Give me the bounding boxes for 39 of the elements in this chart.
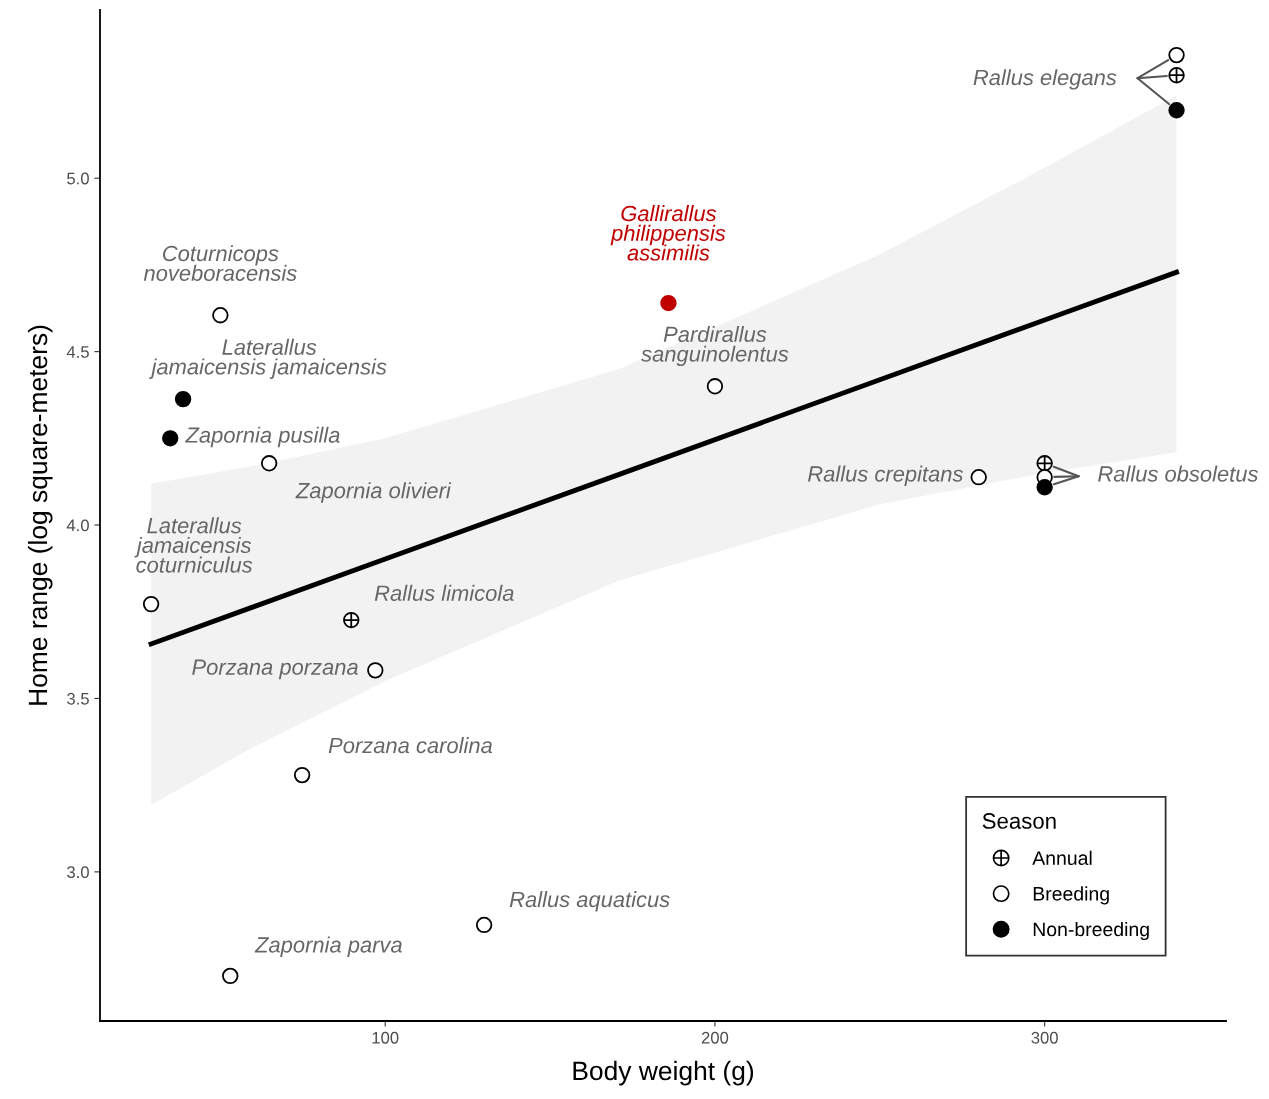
annotation: Laterallus jamaicensis coturniculus [134, 517, 253, 573]
legend-label: Annual [1032, 850, 1092, 866]
x-tick-label: 200 [701, 1031, 729, 1044]
annotation: Zapornia parva [254, 936, 402, 957]
annotation: Porzana porzana [192, 659, 358, 680]
legend-label: Non-breeding [1033, 921, 1149, 941]
y-tick-label: 3.5 [67, 692, 89, 705]
annotation: Pardirallus sanguinolentus [641, 325, 789, 367]
point [970, 468, 987, 486]
annotation: Zapornia pusilla [185, 426, 340, 448]
x-tick-label: 100 [372, 1031, 399, 1044]
y-axis-title: Home range (log square-meters) [27, 325, 53, 705]
point [1036, 479, 1053, 496]
y-tick-label: 4.5 [66, 346, 89, 358]
annotation: Porzana carolina [328, 737, 493, 754]
annotation: Rallus aquaticus [509, 891, 670, 912]
point [260, 455, 278, 472]
x-tick-label: 300 [1031, 1031, 1058, 1044]
point [174, 390, 192, 408]
point [1168, 102, 1185, 119]
annotation: Laterallus jamaicensis jamaicensis [149, 338, 387, 379]
x-axis-title: Body weight (g) [573, 1060, 754, 1086]
annotation: Gallirallus philippensis assimilis [610, 205, 726, 261]
annotation: Zapornia olivieri [295, 482, 452, 503]
annotation: Rallus limicola [374, 584, 514, 601]
point [367, 662, 384, 679]
annotation: Coturnicops noveboracensis [143, 245, 297, 281]
point [660, 294, 677, 312]
y-tick-label: 4.0 [66, 519, 89, 532]
point [162, 430, 179, 447]
y-tick-label: 3.0 [67, 866, 89, 879]
point [706, 378, 724, 395]
annotation: Rallus crepitans [808, 465, 963, 487]
annotation: Rallus obsoletus [1098, 465, 1258, 482]
y-tick-label: 5.0 [67, 172, 89, 185]
point [142, 595, 160, 613]
annotation: Rallus elegans [973, 69, 1117, 90]
legend-title: Season [982, 813, 1056, 829]
legend-label: Breeding [1033, 886, 1109, 905]
